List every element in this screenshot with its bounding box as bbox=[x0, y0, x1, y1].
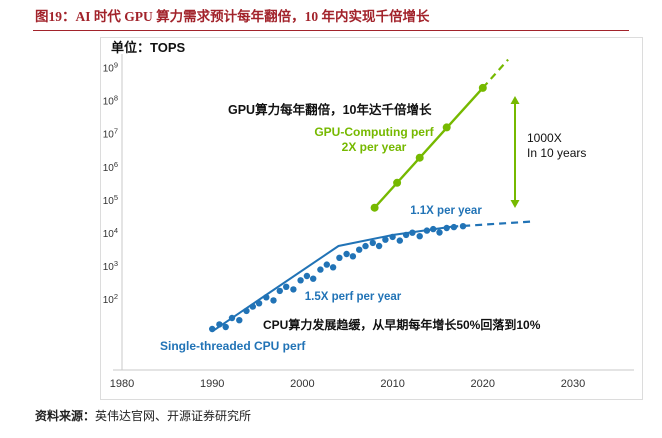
gpu-series-label-line2: 2X per year bbox=[342, 140, 407, 154]
gpu-series-label-line1: GPU-Computing perf bbox=[314, 125, 434, 139]
cpu-headline: CPU算力发展趋缓，从早期每年增长50%回落到10% bbox=[263, 317, 541, 332]
cpu-data-point bbox=[290, 286, 297, 293]
gpu-projection-dashed-line bbox=[481, 58, 509, 89]
y-tick-label: 104 bbox=[103, 226, 118, 240]
cpu-data-point bbox=[216, 321, 223, 328]
thousand-x-line2: In 10 years bbox=[527, 146, 586, 160]
cpu-data-point bbox=[430, 225, 437, 233]
chart-container: 1980 1990 2000 2010 2020 2030 109 108 107 106 105 1… bbox=[100, 37, 643, 400]
cpu-data-point bbox=[349, 253, 357, 260]
y-tick-label: 109 bbox=[103, 61, 118, 75]
arrowhead-up-icon bbox=[510, 96, 520, 104]
gpu-line bbox=[373, 87, 484, 209]
cpu-data-point bbox=[303, 272, 311, 280]
cpu-data-point bbox=[336, 254, 343, 261]
x-tick-label: 2000 bbox=[290, 378, 314, 390]
cpu-data-point bbox=[436, 229, 443, 236]
y-tick-label: 108 bbox=[103, 94, 118, 108]
cpu-data-point bbox=[443, 224, 450, 232]
y-tick-label: 105 bbox=[103, 193, 118, 207]
x-tick-label: 1990 bbox=[200, 378, 224, 390]
cpu-trend-line bbox=[211, 225, 452, 333]
arrowhead-down-icon bbox=[510, 200, 520, 208]
cpu-data-point bbox=[283, 283, 290, 290]
cpu-data-point bbox=[329, 264, 337, 271]
cpu-data-point bbox=[382, 236, 389, 243]
cpu-data-point bbox=[323, 261, 330, 268]
source-line: 资料来源：英伟达官网、开源证券研究所 bbox=[35, 407, 251, 424]
cpu-data-point bbox=[450, 223, 458, 231]
cpu-data-point bbox=[423, 227, 431, 234]
x-tick-label: 2030 bbox=[561, 378, 585, 390]
cpu-data-point bbox=[459, 223, 467, 230]
cpu-data-point bbox=[249, 303, 256, 310]
source-label: 资料来源： bbox=[35, 409, 96, 423]
cpu-data-point bbox=[243, 307, 250, 315]
x-tick-label: 1980 bbox=[110, 378, 134, 390]
cpu-data-point bbox=[402, 231, 410, 239]
y-tick-label: 106 bbox=[103, 160, 118, 174]
cpu-data-point bbox=[270, 297, 277, 304]
cpu-rate-late-label: 1.1X per year bbox=[410, 205, 482, 217]
gpu-data-point bbox=[478, 83, 487, 92]
cpu-data-point bbox=[209, 325, 216, 333]
gpu-data-point bbox=[415, 153, 424, 162]
cpu-data-point bbox=[276, 287, 283, 295]
cpu-data-point bbox=[362, 242, 369, 250]
chart-svg: 1980 1990 2000 2010 2020 2030 109 108 107 106 105 1… bbox=[103, 40, 634, 390]
cpu-data-point bbox=[310, 275, 317, 282]
cpu-data-point bbox=[297, 277, 304, 284]
cpu-data-point bbox=[222, 323, 229, 331]
cpu-data-point bbox=[236, 317, 243, 324]
thousand-x-line1: 1000X bbox=[527, 131, 562, 145]
gpu-data-point bbox=[442, 123, 451, 132]
cpu-data-point bbox=[389, 233, 396, 241]
cpu-data-point bbox=[375, 242, 383, 250]
cpu-series-label: Single-threaded CPU perf bbox=[160, 339, 306, 353]
y-tick-label: 102 bbox=[103, 292, 118, 306]
y-tick-label: 103 bbox=[103, 259, 118, 273]
cpu-data-point bbox=[369, 239, 376, 247]
source-text: 英伟达官网、开源证券研究所 bbox=[95, 409, 252, 423]
gpu-data-point bbox=[393, 178, 402, 187]
gpu-headline: GPU算力每年翻倍，10年达千倍增长 bbox=[228, 102, 432, 117]
cpu-data-point bbox=[416, 233, 423, 240]
y-tick-label: 107 bbox=[103, 127, 118, 141]
figure-title: 图19：AI 时代 GPU 算力需求预计每年翻倍，10 年内实现千倍增长 bbox=[35, 9, 430, 24]
cpu-data-point bbox=[263, 294, 270, 301]
cpu-data-point bbox=[255, 300, 263, 307]
x-tick-label: 2010 bbox=[380, 378, 404, 390]
cpu-data-point bbox=[228, 314, 236, 322]
unit-label: 单位：TOPS bbox=[111, 40, 185, 55]
cpu-data-point bbox=[343, 250, 350, 258]
title-underline bbox=[33, 30, 629, 31]
cpu-data-point bbox=[356, 246, 363, 253]
cpu-rate-early-label: 1.5X perf per year bbox=[305, 291, 402, 303]
x-tick-label: 2020 bbox=[471, 378, 495, 390]
gpu-data-point bbox=[370, 203, 379, 212]
cpu-data-point bbox=[409, 229, 416, 236]
cpu-data-point bbox=[396, 237, 403, 244]
cpu-data-point bbox=[317, 266, 324, 273]
